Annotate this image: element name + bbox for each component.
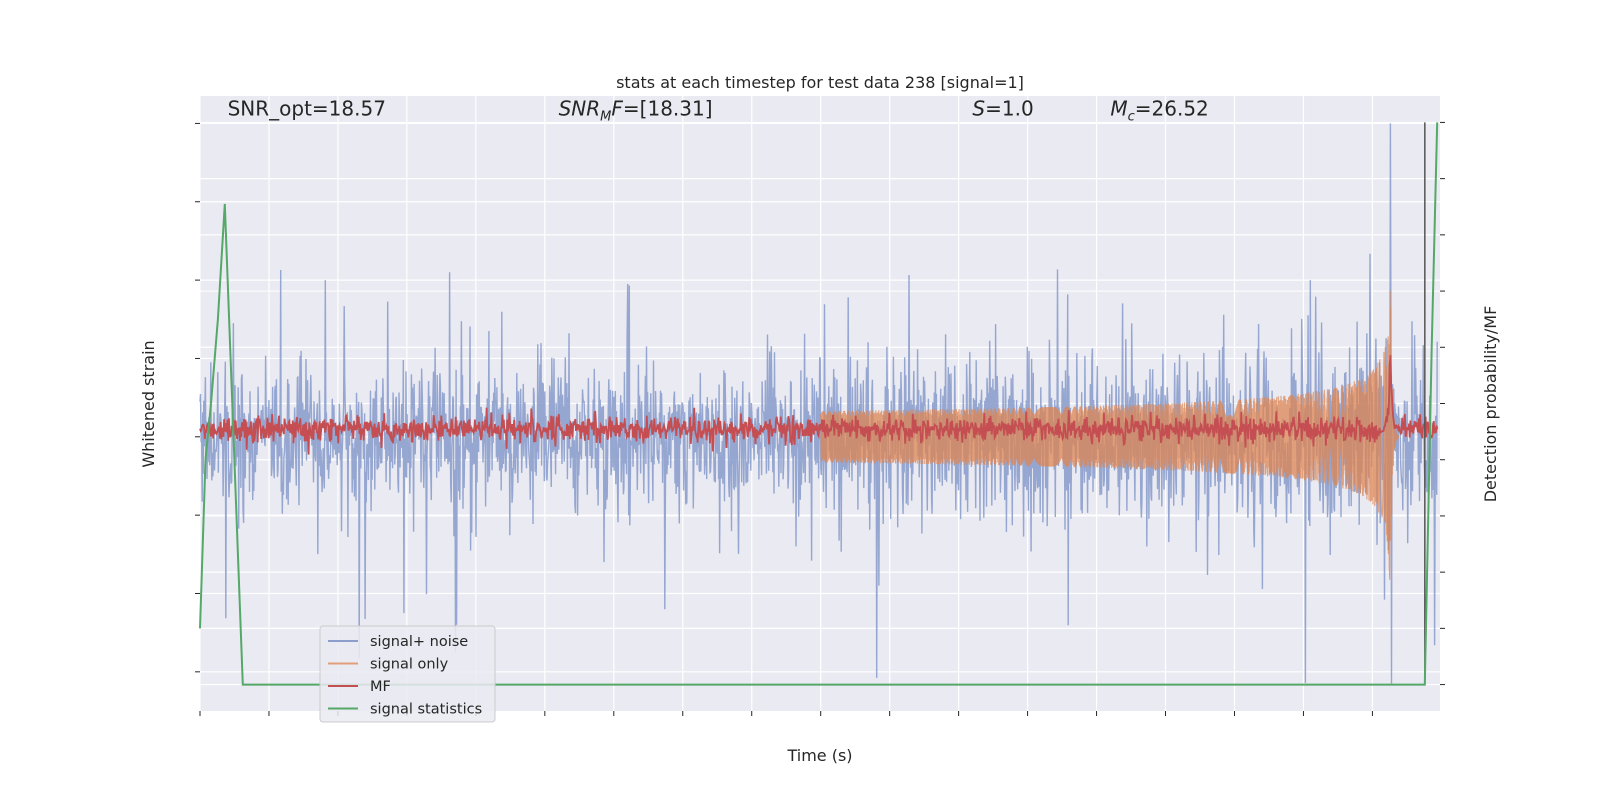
legend-label: MF <box>370 679 391 695</box>
legend-box <box>319 625 496 723</box>
annotations: SNR_opt=18.57 SNRMF=[18.31] S=1.0 Mc=26.52 <box>228 97 1209 125</box>
series-layer <box>199 122 1439 686</box>
legend: signal+ noise signal only MF signal statist… <box>319 625 496 723</box>
y-axis-right-label: Detection probability/MF <box>1481 306 1500 503</box>
axes <box>195 121 1445 716</box>
chart-title: stats at each timestep for test data 238… <box>616 73 1024 92</box>
legend-label: signal only <box>370 657 449 673</box>
y-axis-left-label: Whitened strain <box>139 340 158 467</box>
annotation-s: S=1.0 <box>972 97 1033 121</box>
annotation-snr_mf: SNRMF=[18.31] <box>559 97 713 125</box>
legend-label: signal+ noise <box>370 634 468 650</box>
annotation-mc: Mc=26.52 <box>1110 97 1208 125</box>
legend-label: signal statistics <box>370 702 482 718</box>
annotation-snr_opt: SNR_opt=18.57 <box>228 97 386 121</box>
series-signal-statistics-line <box>199 122 1439 686</box>
x-axis-label: Time (s) <box>786 746 852 765</box>
series-mf-line <box>199 355 1439 455</box>
